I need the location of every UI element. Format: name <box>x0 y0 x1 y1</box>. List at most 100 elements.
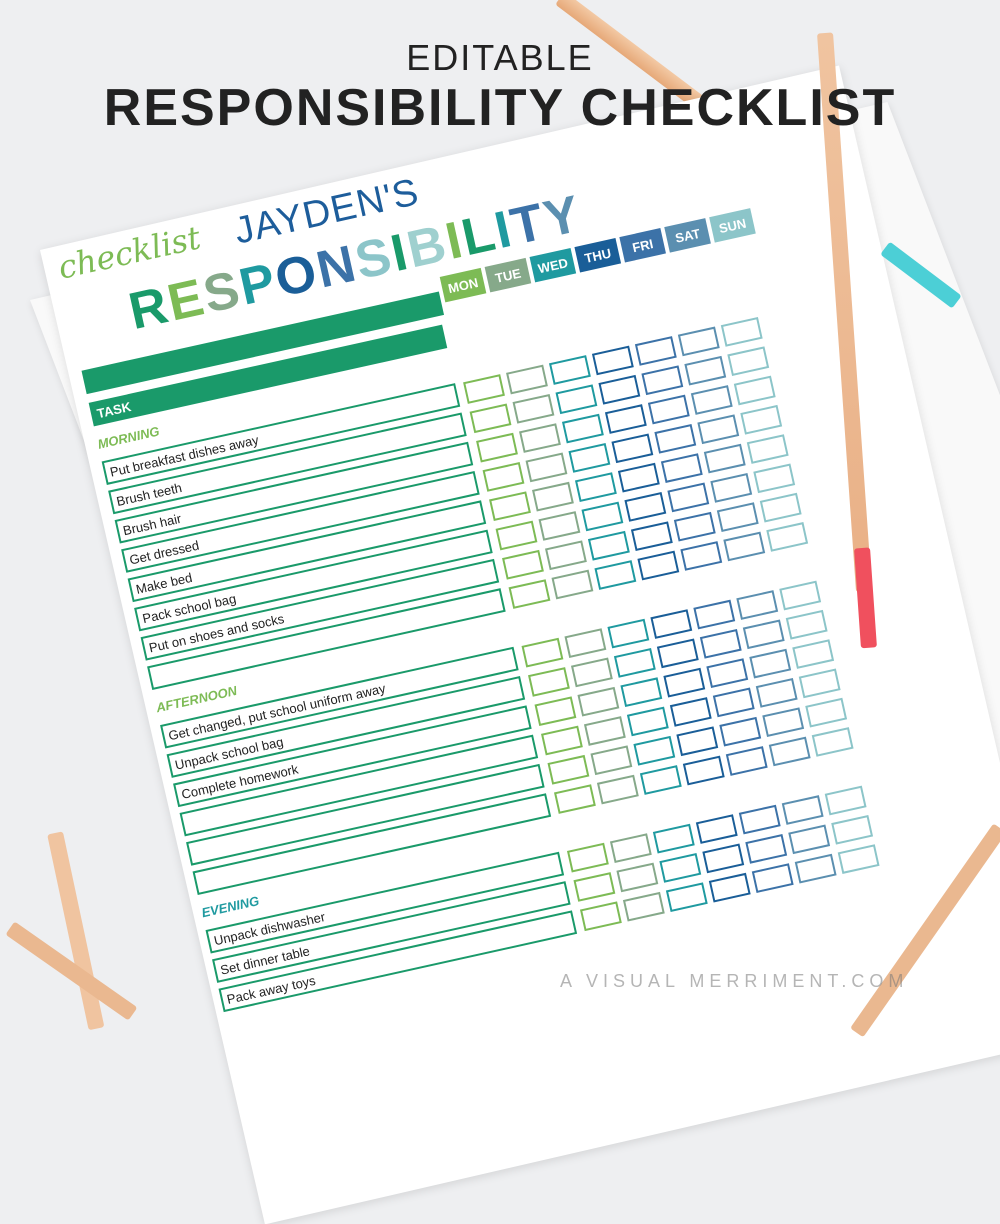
checkbox-mon[interactable] <box>534 696 577 727</box>
checkbox-wed[interactable] <box>568 442 611 473</box>
checkbox-mon[interactable] <box>553 784 596 814</box>
checkbox-thu[interactable] <box>611 433 654 464</box>
checkbox-tue[interactable] <box>512 393 555 424</box>
checkbox-fri[interactable] <box>647 394 690 425</box>
checkbox-wed[interactable] <box>561 413 604 444</box>
checkbox-sat[interactable] <box>697 414 740 445</box>
checkbox-sun[interactable] <box>753 463 796 494</box>
checkbox-fri[interactable] <box>738 804 781 835</box>
checkbox-wed[interactable] <box>555 384 598 415</box>
checkbox-sun[interactable] <box>831 814 874 845</box>
checkbox-tue[interactable] <box>506 364 548 395</box>
checkbox-tue[interactable] <box>570 657 613 688</box>
checkbox-tue[interactable] <box>616 862 659 893</box>
checkbox-fri[interactable] <box>654 423 697 454</box>
checkbox-thu[interactable] <box>695 814 738 844</box>
checkbox-wed[interactable] <box>639 765 682 795</box>
checkbox-mon[interactable] <box>502 549 544 580</box>
checkbox-thu[interactable] <box>708 872 751 903</box>
checkbox-thu[interactable] <box>598 374 641 405</box>
checkbox-wed[interactable] <box>633 735 676 766</box>
checkbox-thu[interactable] <box>630 521 673 552</box>
checkbox-wed[interactable] <box>581 501 624 532</box>
checkbox-wed[interactable] <box>607 618 650 649</box>
checkbox-tue[interactable] <box>519 423 561 453</box>
checkbox-sun[interactable] <box>792 639 835 669</box>
checkbox-fri[interactable] <box>745 833 788 864</box>
checkbox-mon[interactable] <box>540 725 583 756</box>
checkbox-sun[interactable] <box>720 317 763 347</box>
checkbox-sat[interactable] <box>755 678 798 708</box>
checkbox-sat[interactable] <box>742 619 785 650</box>
checkbox-tue[interactable] <box>583 716 626 746</box>
checkbox-tue[interactable] <box>564 628 607 658</box>
checkbox-fri[interactable] <box>680 541 723 571</box>
checkbox-thu[interactable] <box>617 462 660 493</box>
checkbox-sun[interactable] <box>811 727 854 757</box>
checkbox-fri[interactable] <box>673 511 716 542</box>
checkbox-thu[interactable] <box>604 404 647 434</box>
checkbox-tue[interactable] <box>538 511 581 541</box>
checkbox-sun[interactable] <box>733 375 776 406</box>
checkbox-mon[interactable] <box>489 491 531 522</box>
checkbox-mon[interactable] <box>495 520 538 551</box>
checkbox-tue[interactable] <box>609 833 652 863</box>
checkbox-sat[interactable] <box>768 736 811 767</box>
checkbox-sun[interactable] <box>740 404 783 435</box>
checkbox-tue[interactable] <box>590 745 633 776</box>
checkbox-mon[interactable] <box>528 667 570 697</box>
checkbox-sat[interactable] <box>690 385 733 415</box>
checkbox-tue[interactable] <box>622 891 665 922</box>
checkbox-tue[interactable] <box>532 481 574 512</box>
checkbox-mon[interactable] <box>463 374 505 404</box>
checkbox-mon[interactable] <box>521 637 564 668</box>
checkbox-mon[interactable] <box>579 901 622 932</box>
checkbox-wed[interactable] <box>626 706 669 737</box>
checkbox-sat[interactable] <box>677 326 720 357</box>
checkbox-thu[interactable] <box>682 755 725 786</box>
checkbox-sun[interactable] <box>727 346 770 377</box>
checkbox-fri[interactable] <box>641 365 684 396</box>
checkbox-fri[interactable] <box>699 628 742 659</box>
checkbox-sat[interactable] <box>703 443 746 474</box>
checkbox-sun[interactable] <box>746 434 789 464</box>
checkbox-thu[interactable] <box>656 638 699 669</box>
checkbox-wed[interactable] <box>665 882 708 913</box>
checkbox-thu[interactable] <box>669 697 712 727</box>
checkbox-fri[interactable] <box>725 746 768 776</box>
checkbox-tue[interactable] <box>596 774 639 805</box>
checkbox-sun[interactable] <box>759 492 802 523</box>
checkbox-sat[interactable] <box>716 502 759 532</box>
checkbox-tue[interactable] <box>551 569 594 600</box>
checkbox-thu[interactable] <box>591 345 634 376</box>
checkbox-sat[interactable] <box>781 795 824 825</box>
checkbox-mon[interactable] <box>469 403 512 434</box>
checkbox-wed[interactable] <box>574 472 617 502</box>
checkbox-tue[interactable] <box>525 452 568 483</box>
checkbox-mon[interactable] <box>508 579 551 609</box>
checkbox-fri[interactable] <box>660 453 703 483</box>
checkbox-sat[interactable] <box>762 707 805 738</box>
checkbox-thu[interactable] <box>663 667 706 698</box>
checkbox-sat[interactable] <box>736 590 779 620</box>
checkbox-sat[interactable] <box>794 853 837 884</box>
checkbox-mon[interactable] <box>573 872 616 902</box>
checkbox-thu[interactable] <box>676 726 719 757</box>
checkbox-thu[interactable] <box>637 550 680 581</box>
checkbox-sun[interactable] <box>779 580 822 611</box>
checkbox-wed[interactable] <box>594 560 637 590</box>
checkbox-fri[interactable] <box>751 863 794 893</box>
checkbox-thu[interactable] <box>702 843 745 874</box>
checkbox-mon[interactable] <box>482 462 525 492</box>
checkbox-tue[interactable] <box>544 540 587 571</box>
checkbox-thu[interactable] <box>650 609 693 639</box>
checkbox-wed[interactable] <box>659 853 702 883</box>
checkbox-mon[interactable] <box>476 432 518 463</box>
checkbox-sat[interactable] <box>710 473 753 503</box>
checkbox-mon[interactable] <box>566 842 609 873</box>
checkbox-wed[interactable] <box>613 648 656 678</box>
checkbox-wed[interactable] <box>548 355 591 385</box>
checkbox-wed[interactable] <box>620 677 663 708</box>
checkbox-sun[interactable] <box>798 668 841 699</box>
checkbox-fri[interactable] <box>719 716 762 747</box>
